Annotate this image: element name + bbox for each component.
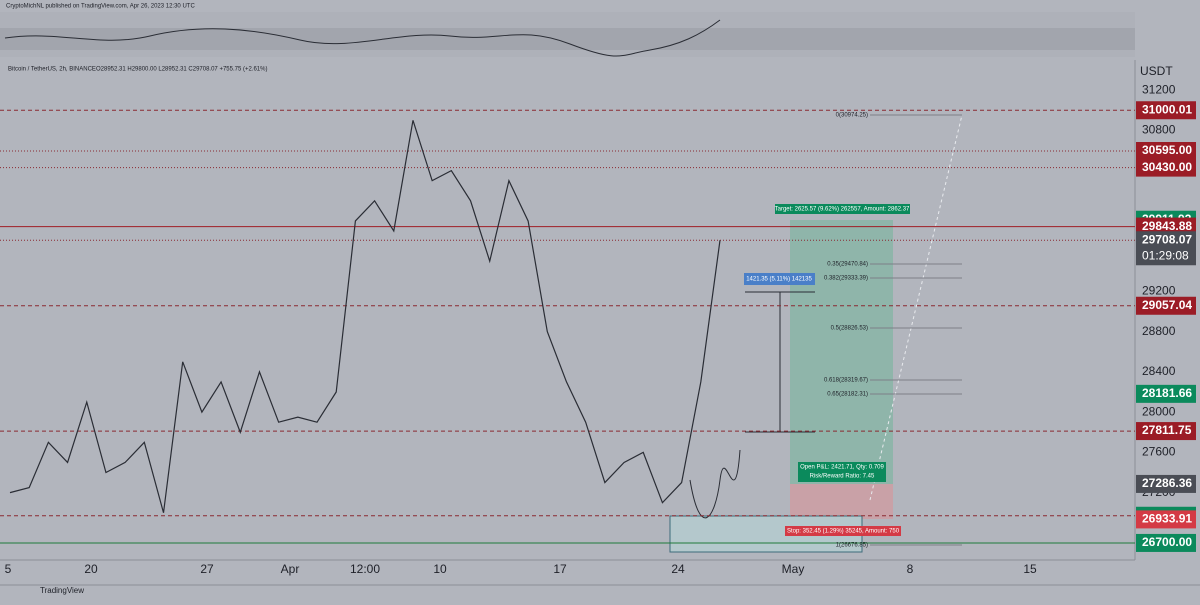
currency: USDT — [1140, 64, 1173, 78]
price-tag-label: 28181.66 — [1142, 386, 1192, 400]
pnl-tag — [798, 462, 886, 482]
rr-label: Risk/Reward Ratio: 7.45 — [810, 474, 875, 480]
price-tag — [1136, 296, 1196, 315]
pnl-label: Open P&L: 2421.71, Qty: 0.709 — [800, 465, 884, 471]
time-tick: 27 — [200, 562, 214, 576]
price-tick: 30800 — [1142, 123, 1176, 137]
price-tag — [1136, 101, 1196, 120]
target-label: Target: 2625.57 (9.62%) 262557, Amount: … — [775, 207, 910, 213]
stop-zone — [790, 484, 893, 519]
time-tick: 20 — [84, 562, 98, 576]
price-tag-label: 30595.00 — [1142, 143, 1192, 157]
rsi-band — [0, 28, 1135, 50]
time-tick: 10 — [433, 562, 447, 576]
fib-label: 0.618(28319.67) — [824, 378, 868, 384]
measure-label: 1421.35 (5.11%) 142135 — [746, 277, 812, 283]
price-tick: 29200 — [1142, 284, 1176, 298]
price-tick: 27600 — [1142, 445, 1176, 459]
target-tag — [775, 204, 910, 214]
time-tick: 8 — [907, 562, 914, 576]
fib-label: 0.35(29470.84) — [827, 262, 868, 268]
countdown: 01:29:08 — [1142, 248, 1189, 262]
publisher: CryptoMichNL published on TradingView.co… — [6, 4, 195, 10]
time-tick: 17 — [553, 562, 567, 576]
price-tick: 28000 — [1142, 404, 1176, 418]
price-tag — [1136, 217, 1196, 236]
price-tag — [1136, 158, 1196, 177]
target-zone — [790, 220, 893, 484]
price-tag-label: 31000.01 — [1142, 102, 1192, 116]
fib-label: 0(30974.25) — [836, 113, 868, 119]
fib-label: 0.5(28826.53) — [831, 326, 868, 332]
price-tag — [1136, 231, 1196, 266]
fib-label: 0.65(28182.31) — [827, 392, 868, 398]
time-tick: 12:00 — [350, 562, 380, 576]
price-tick: 28800 — [1142, 324, 1176, 338]
price-line — [9, 120, 721, 513]
fib-label: 0.382(29333.39) — [824, 276, 868, 282]
time-tick: May — [782, 562, 805, 576]
price-tag-label: 29843.88 — [1142, 219, 1192, 233]
fib-label: 1(26676.85) — [836, 543, 868, 549]
price-tick: 28400 — [1142, 364, 1176, 378]
price-tag — [1136, 384, 1196, 403]
time-tick: 5 — [5, 562, 12, 576]
price-tick: 31200 — [1142, 82, 1176, 96]
price-tag-label: 26933.91 — [1142, 512, 1192, 526]
price-tag — [1136, 422, 1196, 441]
price-tag — [1136, 533, 1196, 552]
price-tag-label: 27811.75 — [1142, 423, 1192, 437]
price-tag-label: 30430.00 — [1142, 160, 1192, 174]
time-tick: 15 — [1023, 562, 1037, 576]
price-tag — [1136, 474, 1196, 493]
stop-label: Stop: 352.45 (1.29%) 35245, Amount: 750 — [787, 529, 900, 535]
price-tag — [1136, 510, 1196, 529]
measure-tag — [744, 273, 815, 285]
time-tick: Apr — [281, 562, 300, 576]
rsi-line — [4, 19, 721, 57]
ohlc: O28952.31 H29800.00 L28952.31 C29708.07 … — [96, 67, 267, 73]
brand: TradingView — [40, 586, 84, 595]
price-tag-label: 26700.00 — [1142, 535, 1192, 549]
time-tick: 24 — [671, 562, 685, 576]
stop-tag — [785, 526, 901, 536]
symbol: Bitcoin / TetherUS, 2h, BINANCE — [8, 67, 96, 73]
price-tag-label: 29057.04 — [1142, 298, 1192, 312]
price-tag — [1136, 142, 1196, 161]
price-tag-label: 29708.07 — [1142, 232, 1192, 246]
price-tag-label: 27286.36 — [1142, 476, 1192, 490]
